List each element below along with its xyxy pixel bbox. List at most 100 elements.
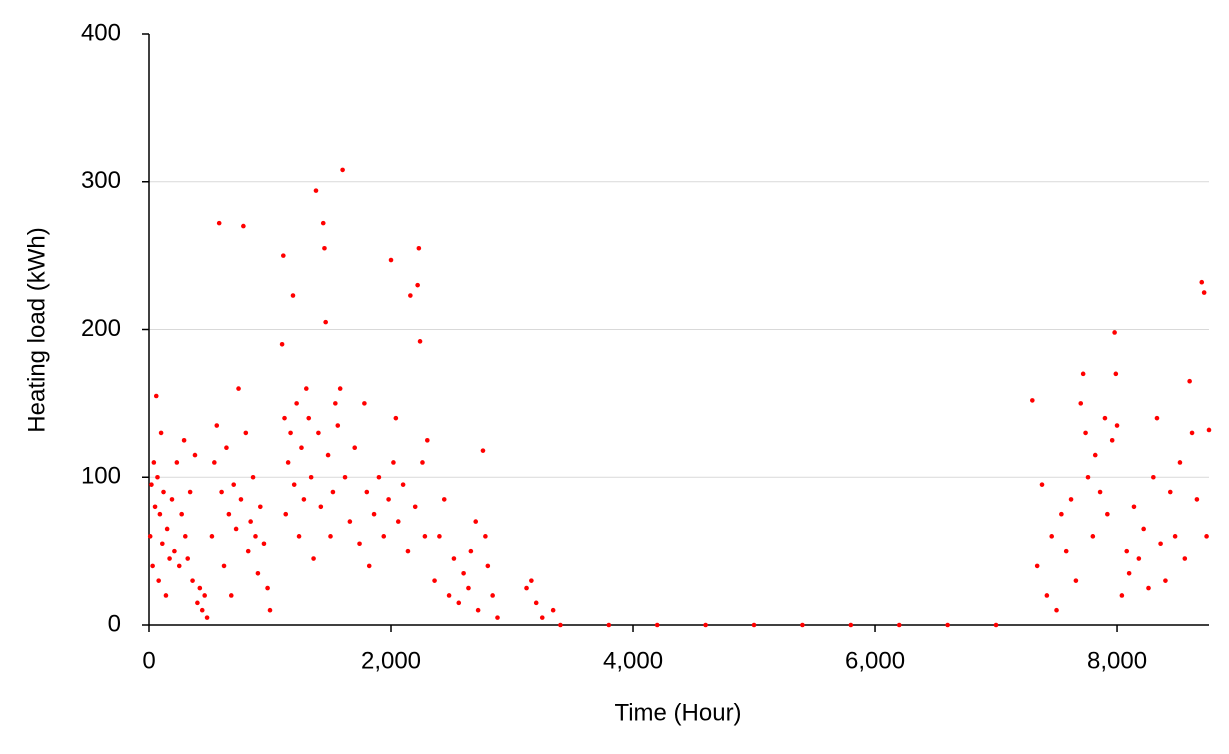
- point: [1151, 474, 1156, 480]
- point: [267, 607, 273, 613]
- point: [1063, 548, 1069, 554]
- point: [265, 585, 270, 591]
- point: [456, 600, 462, 606]
- point: [1187, 378, 1192, 384]
- point: [1199, 279, 1205, 285]
- point: [1114, 423, 1120, 428]
- point: [323, 319, 328, 325]
- point: [371, 511, 377, 517]
- point: [152, 504, 158, 510]
- point: [391, 460, 396, 465]
- point: [342, 474, 348, 480]
- point: [415, 282, 420, 288]
- point: [185, 556, 191, 561]
- point: [161, 489, 166, 495]
- y-tick-label: 200: [81, 315, 121, 342]
- point: [357, 541, 362, 547]
- x-axis-label: Time (Hour): [614, 699, 741, 726]
- point: [550, 607, 556, 613]
- point: [1119, 593, 1125, 598]
- point: [241, 223, 246, 229]
- point: [441, 497, 447, 502]
- point: [283, 511, 289, 517]
- point: [192, 452, 198, 458]
- point: [318, 504, 324, 510]
- point: [395, 519, 401, 524]
- point: [1034, 563, 1040, 569]
- point: [224, 445, 229, 451]
- point: [255, 570, 261, 576]
- point: [524, 585, 529, 591]
- point: [150, 563, 155, 569]
- point: [654, 622, 660, 628]
- point: [337, 386, 343, 391]
- point: [388, 257, 394, 263]
- point: [320, 220, 326, 226]
- point: [285, 460, 291, 465]
- point: [539, 615, 545, 620]
- point: [1109, 438, 1115, 443]
- point: [1141, 526, 1146, 532]
- point: [1158, 541, 1163, 547]
- point: [1189, 430, 1195, 436]
- point: [1201, 290, 1207, 295]
- point: [149, 482, 154, 487]
- point: [475, 607, 481, 613]
- point: [1154, 415, 1160, 421]
- point: [386, 497, 391, 502]
- point: [400, 482, 406, 487]
- point: [281, 253, 286, 258]
- point: [306, 415, 312, 421]
- point: [412, 504, 418, 510]
- point: [290, 293, 296, 298]
- point: [325, 452, 331, 458]
- point: [483, 534, 488, 539]
- point: [381, 534, 387, 539]
- point: [258, 504, 263, 510]
- point: [490, 593, 495, 598]
- point: [1039, 482, 1045, 487]
- point: [226, 511, 232, 517]
- point: [362, 401, 367, 406]
- point: [153, 393, 159, 399]
- point: [316, 430, 321, 436]
- point: [179, 511, 184, 517]
- point: [304, 386, 309, 391]
- point: [1131, 504, 1137, 510]
- point: [190, 578, 195, 583]
- point: [1113, 371, 1119, 377]
- point: [172, 548, 177, 554]
- point: [243, 430, 249, 436]
- point: [151, 460, 157, 465]
- point: [1136, 556, 1142, 561]
- point: [311, 556, 316, 561]
- point: [347, 519, 353, 524]
- point: [1068, 497, 1074, 502]
- point: [231, 482, 237, 487]
- point: [313, 188, 319, 193]
- point: [408, 293, 413, 298]
- x-tick-label: 8,000: [1087, 647, 1147, 674]
- point: [308, 474, 314, 480]
- point: [236, 386, 241, 391]
- point: [703, 622, 708, 628]
- point: [164, 526, 170, 532]
- point: [291, 482, 297, 487]
- point: [1105, 511, 1110, 517]
- point: [432, 578, 437, 583]
- point: [1204, 534, 1209, 539]
- point: [1059, 511, 1064, 517]
- point: [238, 497, 244, 502]
- point: [219, 489, 224, 495]
- point: [199, 607, 205, 613]
- point: [322, 245, 327, 251]
- point: [993, 622, 999, 628]
- point: [848, 622, 854, 628]
- point: [221, 563, 227, 569]
- point: [1172, 534, 1178, 539]
- point: [420, 460, 425, 465]
- point: [204, 615, 210, 620]
- point: [1206, 427, 1212, 433]
- point: [1054, 607, 1059, 613]
- point: [1146, 585, 1151, 591]
